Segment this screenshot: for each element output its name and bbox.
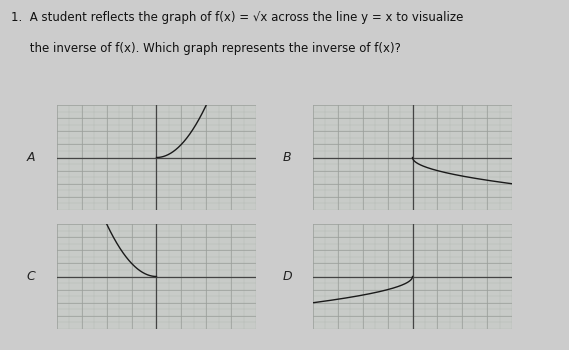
Text: B: B: [283, 151, 292, 164]
Text: C: C: [27, 270, 36, 283]
Text: 1.  A student reflects the graph of f(x) = √x across the line y = x to visualize: 1. A student reflects the graph of f(x) …: [11, 10, 464, 23]
Text: D: D: [283, 270, 292, 283]
Text: the inverse of f(x). Which graph represents the inverse of f(x)?: the inverse of f(x). Which graph represe…: [11, 42, 401, 55]
Text: A: A: [27, 151, 35, 164]
